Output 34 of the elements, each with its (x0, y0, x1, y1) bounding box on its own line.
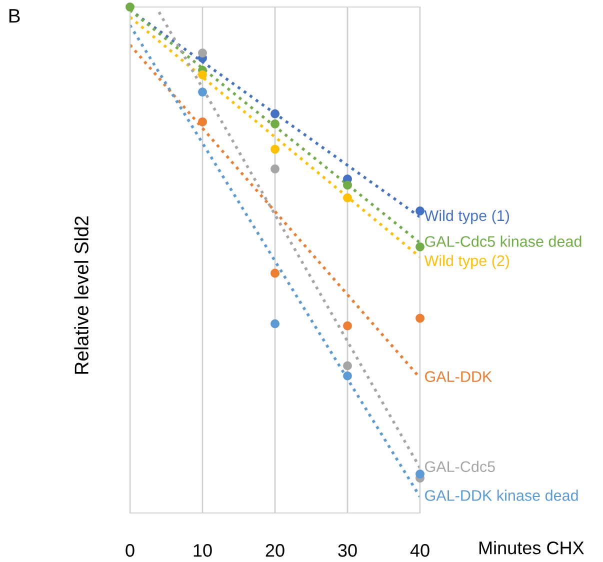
point (343, 371, 352, 380)
point (416, 242, 424, 252)
point (198, 88, 207, 97)
x-tick-label: 0 (126, 544, 134, 557)
series-label: GAL-DDK kinase dead (425, 490, 578, 501)
point (126, 2, 134, 12)
x-tick-label: 20 (266, 544, 284, 557)
point (270, 268, 280, 278)
series-label: Wild type (1) (424, 210, 510, 224)
series-label: Wild type (2) (424, 254, 510, 270)
point (270, 144, 280, 154)
x-tick-label: 30 (338, 544, 357, 557)
point (343, 180, 352, 190)
x-tick-label: 10 (194, 544, 212, 557)
point (270, 119, 280, 128)
text: B (9, 9, 20, 23)
point (198, 117, 207, 126)
x-tick-label: 40 (410, 544, 430, 557)
series-label: GAL-DDK (425, 371, 492, 382)
point (416, 470, 424, 479)
point (343, 321, 352, 330)
y-axis-title: Relative level Sld2 (74, 216, 88, 374)
point (198, 48, 207, 58)
point (198, 70, 207, 80)
point (343, 361, 352, 370)
point (270, 164, 280, 174)
point (343, 193, 352, 202)
point (270, 109, 280, 118)
x-axis-title: Minutes CHX (479, 541, 584, 554)
point (416, 314, 424, 323)
series-label: GAL-Cdc5 (425, 460, 495, 472)
series-label: GAL-Cdc5 kinase dead (425, 236, 582, 247)
point (270, 319, 280, 328)
point (416, 206, 424, 216)
